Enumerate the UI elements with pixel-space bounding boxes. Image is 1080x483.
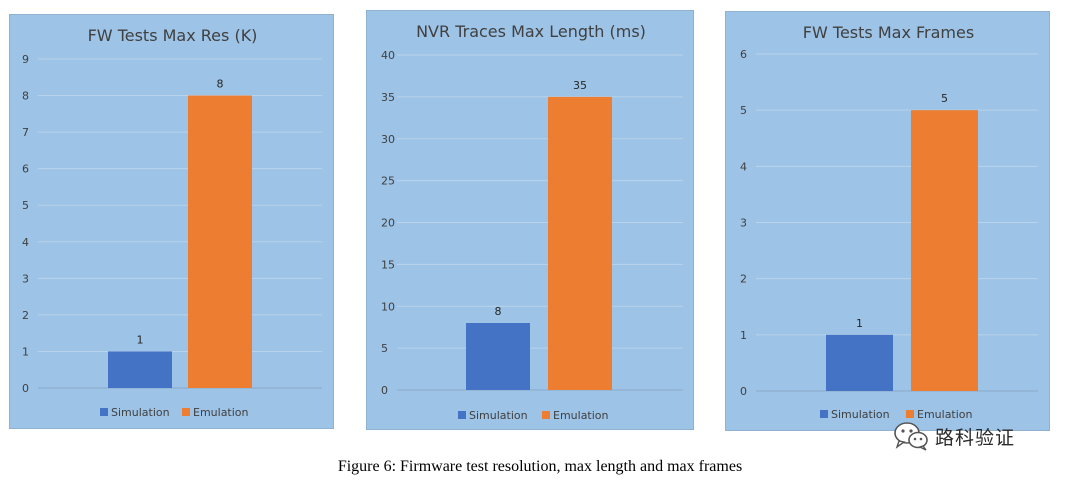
legend-label-emulation: Emulation [193, 406, 249, 419]
chart-panel-max-res: 0 1 2 3 4 5 6 7 8 9 1 8 FW Tests Max Res (K) Simul… [9, 14, 334, 429]
legend-swatch-emulation [906, 410, 914, 418]
legend-label-simulation: Simulation [111, 406, 170, 419]
y-tick-label: 4 [740, 160, 747, 173]
chart-title: FW Tests Max Frames [803, 23, 974, 42]
y-tick-label: 40 [381, 49, 395, 62]
y-tick-label: 20 [381, 217, 395, 230]
chart-title: FW Tests Max Res (K) [88, 26, 258, 45]
y-tick-label: 5 [22, 199, 29, 212]
data-label-simulation: 1 [856, 317, 863, 330]
y-tick-label: 1 [740, 329, 747, 342]
bar-emulation [911, 110, 978, 392]
y-tick-label: 25 [381, 175, 395, 188]
y-tick-label: 0 [740, 385, 747, 398]
y-tick-label: 4 [22, 236, 29, 249]
y-tick-label: 2 [22, 309, 29, 322]
legend-label-simulation: Simulation [469, 409, 528, 422]
y-tick-label: 5 [381, 342, 388, 355]
chart-legend: Simulation Emulation [820, 408, 973, 421]
wechat-icon [894, 422, 928, 451]
y-tick-label: 3 [22, 272, 29, 285]
legend-swatch-simulation [458, 411, 466, 419]
legend-label-emulation: Emulation [917, 408, 973, 421]
bar-emulation [548, 96, 612, 390]
y-tick-label: 6 [740, 48, 747, 61]
chart-title: NVR Traces Max Length (ms) [416, 22, 646, 41]
legend-swatch-emulation [182, 408, 190, 416]
bar-simulation [826, 334, 893, 391]
y-tick-label: 35 [381, 91, 395, 104]
chart-max-frames: 0 1 2 3 4 5 6 1 5 FW Tests Max Frames Simulatio… [740, 23, 1038, 421]
y-tick-label: 9 [22, 53, 29, 66]
data-label-emulation: 35 [573, 79, 587, 92]
chart-panel-max-frames: 0 1 2 3 4 5 6 1 5 FW Tests Max Frames Simulatio… [725, 11, 1050, 431]
legend-swatch-simulation [100, 408, 108, 416]
y-tick-label: 8 [22, 90, 29, 103]
y-tick-label: 6 [22, 163, 29, 176]
y-tick-label: 10 [381, 300, 395, 313]
y-tick-label: 5 [740, 104, 747, 117]
y-tick-label: 30 [381, 133, 395, 146]
bar-simulation [466, 323, 530, 390]
y-tick-label: 2 [740, 273, 747, 286]
y-tick-label: 7 [22, 126, 29, 139]
bar-simulation [108, 351, 172, 388]
figure-caption: Figure 6: Firmware test resolution, max … [337, 458, 743, 475]
y-tick-label: 0 [381, 384, 388, 397]
data-label-simulation: 8 [495, 305, 502, 318]
y-tick-label: 1 [22, 345, 29, 358]
chart-max-length: 0 5 10 15 20 25 30 35 40 8 35 NVR Traces Max Leng… [381, 22, 683, 422]
legend-swatch-simulation [820, 410, 828, 418]
chart-max-res: 0 1 2 3 4 5 6 7 8 9 1 8 FW Tests Max Res (K) Simul… [22, 26, 322, 419]
data-label-simulation: 1 [137, 333, 144, 346]
watermark-text: 路科验证 [935, 426, 1016, 449]
data-label-emulation: 8 [217, 78, 224, 91]
legend-label-emulation: Emulation [553, 409, 609, 422]
chart-panel-max-length: 0 5 10 15 20 25 30 35 40 8 35 NVR Traces Max Leng… [366, 10, 694, 430]
bar-emulation [188, 95, 252, 389]
y-tick-label: 3 [740, 217, 747, 230]
chart-legend: Simulation Emulation [458, 409, 609, 422]
y-tick-label: 15 [381, 258, 395, 271]
data-label-emulation: 5 [941, 92, 948, 105]
legend-label-simulation: Simulation [831, 408, 890, 421]
legend-swatch-emulation [542, 411, 550, 419]
chart-legend: Simulation Emulation [100, 406, 249, 419]
y-tick-label: 0 [22, 382, 29, 395]
watermark: 路科验证 [893, 418, 1015, 454]
